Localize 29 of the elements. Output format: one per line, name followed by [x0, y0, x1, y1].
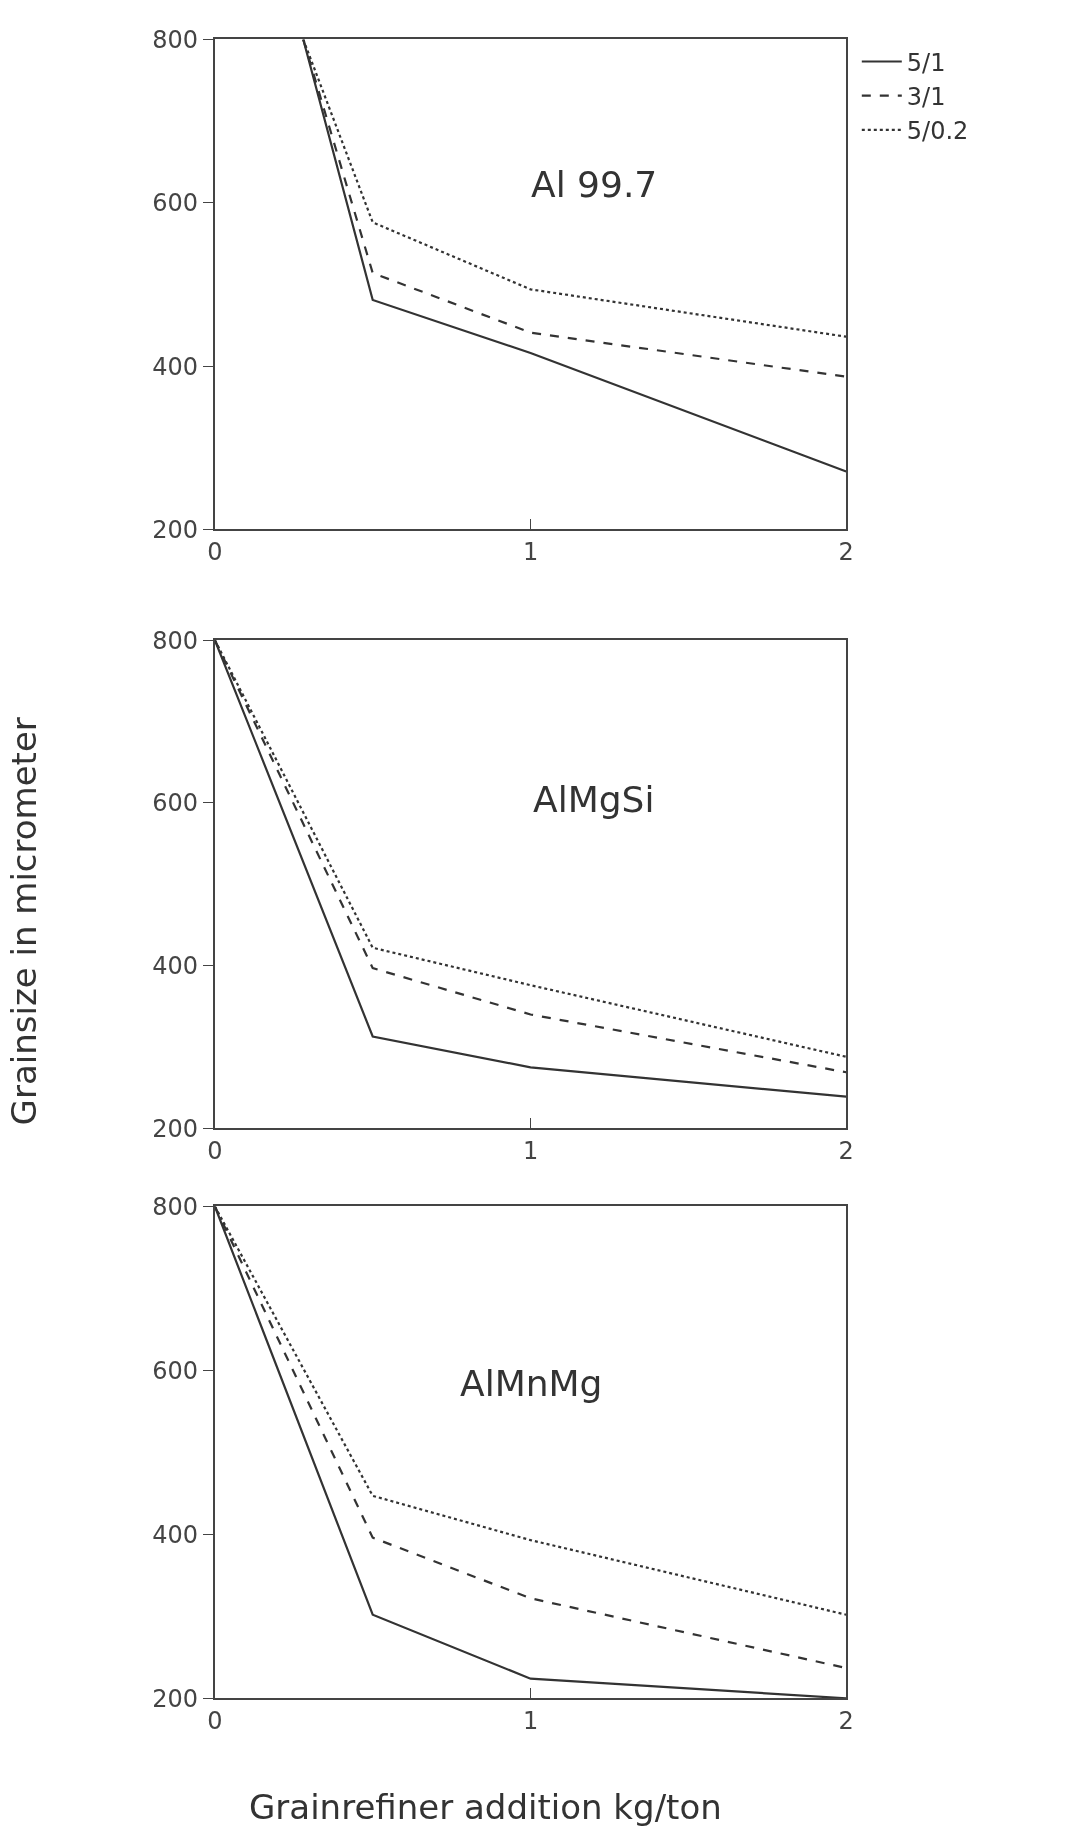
y-tick-label: 400 [152, 1520, 199, 1549]
x-tick-label: 1 [522, 538, 539, 567]
y-tick-label: 200 [152, 1114, 199, 1143]
text: AlMgSi [533, 779, 655, 820]
y-tick-label: 400 [152, 952, 199, 981]
x-tick-label: 2 [838, 538, 854, 567]
y-tick-label: 800 [152, 25, 199, 54]
x-tick-label: 0 [207, 538, 223, 567]
legend-label: 5/0.2 [906, 117, 969, 146]
x-tick-label: 0 [207, 1707, 223, 1736]
y-tick-label: 800 [152, 1192, 199, 1221]
y-tick-label: 600 [152, 189, 199, 218]
y-tick-label: 400 [152, 352, 199, 381]
legend-label: 3/1 [906, 83, 946, 112]
text: Al 99.7 [531, 164, 658, 205]
text: AlMnMg [460, 1363, 603, 1404]
x-tick-label: 1 [522, 1707, 539, 1736]
x-tick-label: 0 [207, 1137, 223, 1166]
x-tick-label: 2 [838, 1707, 854, 1736]
y-tick-label: 600 [152, 1356, 199, 1385]
y-tick-label: 200 [152, 515, 199, 544]
legend-label: 5/1 [906, 48, 946, 77]
y-axis-title: Grainsize in micrometer [4, 717, 45, 1126]
y-tick-label: 800 [152, 626, 199, 655]
y-tick-label: 200 [152, 1684, 199, 1713]
y-tick-label: 600 [152, 789, 199, 818]
x-axis-title: Grainrefiner addition kg/ton [249, 1787, 722, 1827]
x-tick-label: 1 [522, 1137, 539, 1166]
x-tick-label: 2 [838, 1137, 854, 1166]
